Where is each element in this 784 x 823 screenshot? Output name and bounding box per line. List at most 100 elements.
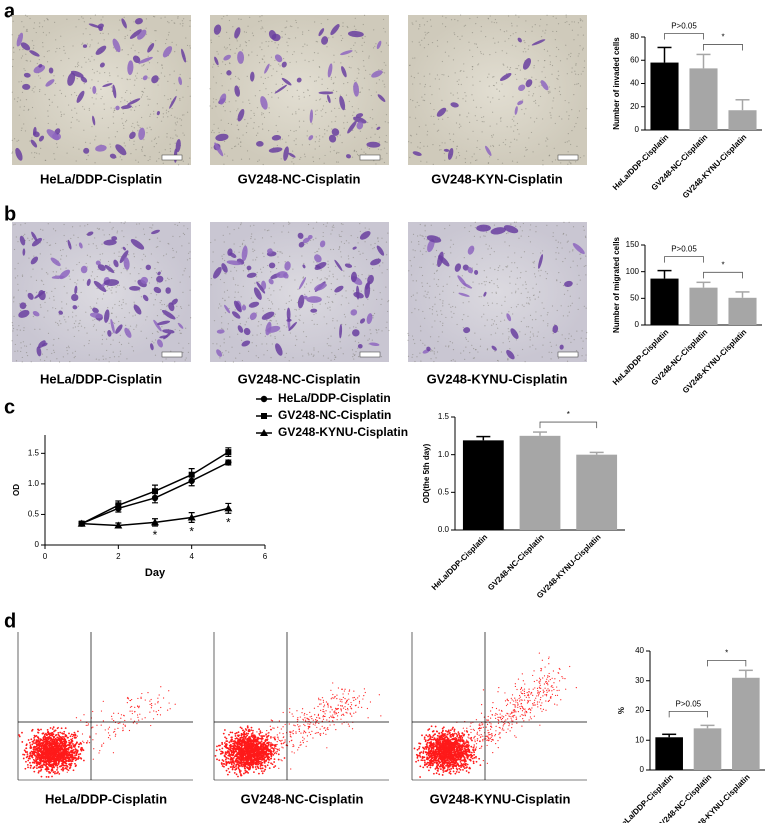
- event: [48, 768, 50, 770]
- pore: [411, 142, 412, 143]
- pore: [234, 243, 235, 244]
- pore: [453, 134, 454, 135]
- pore: [416, 292, 417, 293]
- pore: [23, 330, 24, 331]
- pore: [312, 306, 313, 307]
- pore: [481, 316, 482, 317]
- pore: [441, 314, 442, 315]
- pore: [513, 33, 514, 34]
- pore: [420, 326, 421, 327]
- pore: [535, 276, 536, 277]
- pore: [534, 261, 535, 262]
- pore: [265, 78, 266, 79]
- pore: [19, 303, 20, 304]
- pore: [23, 341, 24, 342]
- event: [158, 710, 159, 711]
- pore: [464, 257, 465, 258]
- pore: [585, 354, 586, 355]
- pore: [292, 114, 293, 115]
- pore: [48, 333, 49, 334]
- pore: [437, 314, 438, 315]
- pore: [116, 291, 117, 292]
- pore: [140, 268, 141, 269]
- pore: [329, 307, 330, 308]
- pore: [269, 112, 270, 113]
- pore: [546, 278, 547, 279]
- pore: [448, 55, 449, 56]
- pore: [498, 99, 499, 100]
- pore: [450, 247, 451, 248]
- pore: [448, 346, 449, 347]
- pore: [331, 128, 332, 129]
- pore: [430, 19, 431, 20]
- event: [114, 731, 115, 732]
- pore: [84, 327, 85, 328]
- pore: [543, 67, 544, 68]
- event: [74, 751, 76, 753]
- pore: [494, 251, 495, 252]
- event: [140, 697, 141, 698]
- pore: [524, 251, 525, 252]
- event: [39, 748, 41, 750]
- pore: [261, 114, 262, 115]
- pore: [415, 118, 416, 119]
- pore: [373, 47, 374, 48]
- pore: [12, 66, 13, 67]
- pore: [242, 243, 243, 244]
- pore: [544, 60, 545, 61]
- pore: [357, 348, 358, 349]
- pore: [77, 279, 78, 280]
- pore: [485, 36, 486, 37]
- event: [76, 717, 77, 718]
- pore: [380, 304, 381, 305]
- pore: [221, 322, 222, 323]
- pore: [466, 77, 467, 78]
- pore: [75, 351, 76, 352]
- pore: [73, 147, 74, 148]
- pore: [470, 162, 471, 163]
- pore: [572, 249, 573, 250]
- pore: [116, 67, 117, 68]
- pore: [252, 342, 253, 343]
- pore: [243, 286, 244, 287]
- pore: [65, 96, 66, 97]
- pore: [164, 76, 165, 77]
- pore: [388, 122, 389, 123]
- pore: [436, 284, 437, 285]
- pore: [458, 84, 459, 85]
- pore: [535, 311, 536, 312]
- pore: [221, 328, 222, 329]
- event: [55, 752, 57, 754]
- event: [51, 767, 53, 769]
- pore: [339, 246, 340, 247]
- event: [59, 736, 61, 738]
- pore: [258, 357, 259, 358]
- event: [111, 718, 112, 719]
- pore: [133, 329, 134, 330]
- event: [101, 744, 102, 745]
- pore: [484, 236, 485, 237]
- pore: [234, 146, 235, 147]
- event: [136, 723, 137, 724]
- pore: [331, 111, 332, 112]
- pore: [128, 254, 129, 255]
- pore: [535, 231, 536, 232]
- pore: [258, 126, 259, 127]
- pore: [54, 22, 55, 23]
- pore: [528, 95, 529, 96]
- pore: [423, 100, 424, 101]
- pore: [445, 17, 446, 18]
- pore: [489, 86, 490, 87]
- pore: [44, 360, 45, 361]
- pore: [60, 268, 61, 269]
- event: [103, 743, 104, 744]
- pore: [449, 276, 450, 277]
- event: [78, 759, 79, 760]
- pore: [569, 251, 570, 252]
- pore: [118, 356, 119, 357]
- event: [55, 759, 57, 761]
- pore: [456, 122, 457, 123]
- pore: [565, 258, 566, 259]
- pore: [540, 252, 541, 253]
